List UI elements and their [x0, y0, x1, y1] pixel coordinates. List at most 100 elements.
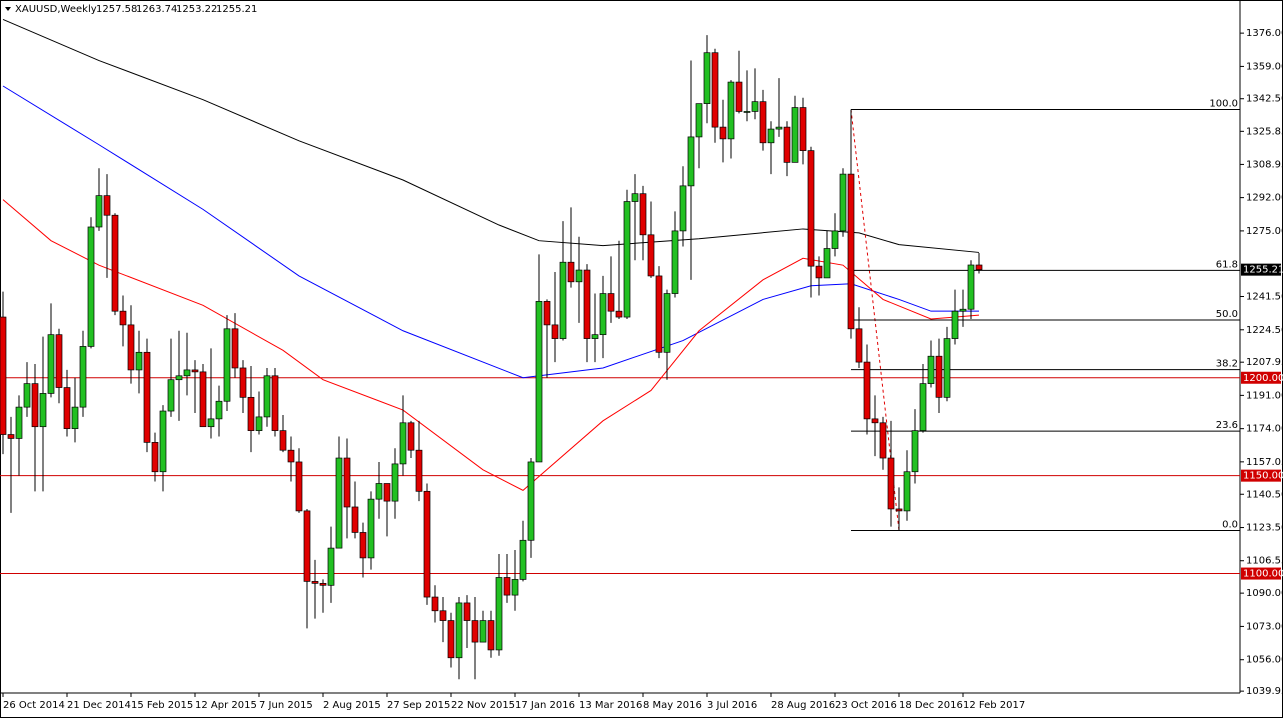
- candle-body: [615, 310, 623, 318]
- candle-body: [351, 506, 359, 533]
- candle-body: [687, 136, 695, 187]
- y-tick-label: 1359.00: [1246, 61, 1283, 72]
- x-tick-label: 26 Oct 2014: [3, 700, 65, 711]
- candle-body: [551, 324, 559, 339]
- candle-body: [407, 422, 415, 451]
- candle-body: [95, 195, 103, 228]
- candle-body: [31, 383, 39, 428]
- candle-body: [455, 602, 463, 659]
- y-tick-label: 1157.05: [1246, 457, 1283, 468]
- x-tick-label: 7 Jun 2015: [259, 700, 313, 711]
- y-tick-label: 1207.95: [1246, 357, 1283, 368]
- candle-body: [567, 261, 575, 283]
- level-label: 1100.00: [1243, 569, 1283, 580]
- candle-body: [39, 393, 47, 428]
- candle-body: [311, 581, 319, 584]
- candle-body: [487, 620, 495, 651]
- candle-body: [287, 449, 295, 463]
- candle-body: [951, 310, 959, 339]
- x-tick-label: 8 May 2016: [643, 700, 702, 711]
- ohlc-open: 1257.58: [96, 4, 137, 15]
- x-tick-label: 22 Nov 2015: [451, 700, 515, 711]
- candle-body: [143, 351, 151, 443]
- candle-body: [207, 418, 215, 428]
- moving-average: [2, 18, 980, 253]
- candle-body: [895, 508, 903, 512]
- x-tick-label: 28 Aug 2016: [771, 700, 835, 711]
- candle-body: [583, 269, 591, 339]
- x-tick-label: 3 Jul 2016: [707, 700, 757, 711]
- candle-body: [967, 264, 975, 310]
- candle-body: [703, 52, 711, 104]
- candle-body: [623, 201, 631, 318]
- candle-body: [919, 383, 927, 431]
- candle-body: [479, 620, 487, 643]
- candle-body: [511, 579, 519, 596]
- candle-body: [527, 461, 535, 541]
- y-tick-label: 1325.85: [1246, 126, 1283, 137]
- candle-body: [223, 328, 231, 402]
- candle-body: [167, 379, 175, 412]
- candle-body: [559, 261, 567, 339]
- candle-body: [727, 81, 735, 140]
- candle-body: [15, 406, 23, 439]
- candle-body: [399, 422, 407, 465]
- candle-body: [711, 52, 719, 128]
- candle-body: [975, 264, 983, 270]
- candle-body: [255, 416, 263, 431]
- y-tick-label: 1191.00: [1246, 390, 1283, 401]
- candle-body: [783, 126, 791, 163]
- candle-body: [607, 293, 615, 312]
- candle-body: [111, 214, 119, 312]
- x-tick-label: 18 Dec 2016: [899, 700, 963, 711]
- candle-body: [847, 173, 855, 330]
- x-tick-label: 21 Dec 2014: [67, 700, 131, 711]
- candle-body: [879, 422, 887, 459]
- ohlc-close: 1255.21: [216, 4, 257, 15]
- menu-arrow: [5, 7, 11, 11]
- y-tick-label: 1140.50: [1246, 489, 1283, 500]
- candle-body: [759, 101, 767, 144]
- candle-body: [391, 463, 399, 502]
- x-tick-label: 23 Oct 2016: [835, 700, 897, 711]
- candle-body: [23, 383, 31, 408]
- candle-body: [791, 107, 799, 163]
- candle-body: [599, 293, 607, 336]
- candle-body: [543, 301, 551, 326]
- fib-label: 0.0: [1222, 519, 1238, 530]
- candle-body: [175, 375, 183, 381]
- candle-body: [471, 620, 479, 643]
- level-tag: [1241, 567, 1281, 580]
- level-label: 1200.00: [1243, 373, 1283, 384]
- candle-body: [631, 193, 639, 202]
- candle-body: [799, 107, 807, 151]
- candle-body: [655, 275, 663, 353]
- candle-body: [767, 128, 775, 144]
- candle-body: [271, 375, 279, 431]
- y-tick-label: 1090.00: [1246, 588, 1283, 599]
- candle-body: [647, 234, 655, 277]
- candle-body: [439, 610, 447, 621]
- candle-body: [751, 101, 759, 112]
- candle-body: [63, 387, 71, 430]
- candle-body: [927, 355, 935, 384]
- candle-body: [839, 173, 847, 232]
- candle-body: [495, 577, 503, 651]
- fib-label: 50.0: [1216, 309, 1238, 320]
- x-tick-label: 2 Aug 2015: [323, 700, 381, 711]
- candle-body: [887, 457, 895, 510]
- level-tag: [1241, 371, 1281, 384]
- candle-body: [87, 226, 95, 347]
- candle-body: [911, 430, 919, 473]
- candle-body: [431, 596, 439, 612]
- candle-body: [119, 310, 127, 326]
- candle-body: [135, 351, 143, 371]
- y-tick-label: 1039.95: [1246, 686, 1283, 697]
- candle-body: [719, 126, 727, 140]
- symbol: XAUUSD,Weekly: [15, 4, 97, 15]
- candle-body: [239, 367, 247, 398]
- level-tag: [1241, 469, 1281, 482]
- x-tick-label: 15 Feb 2015: [131, 700, 193, 711]
